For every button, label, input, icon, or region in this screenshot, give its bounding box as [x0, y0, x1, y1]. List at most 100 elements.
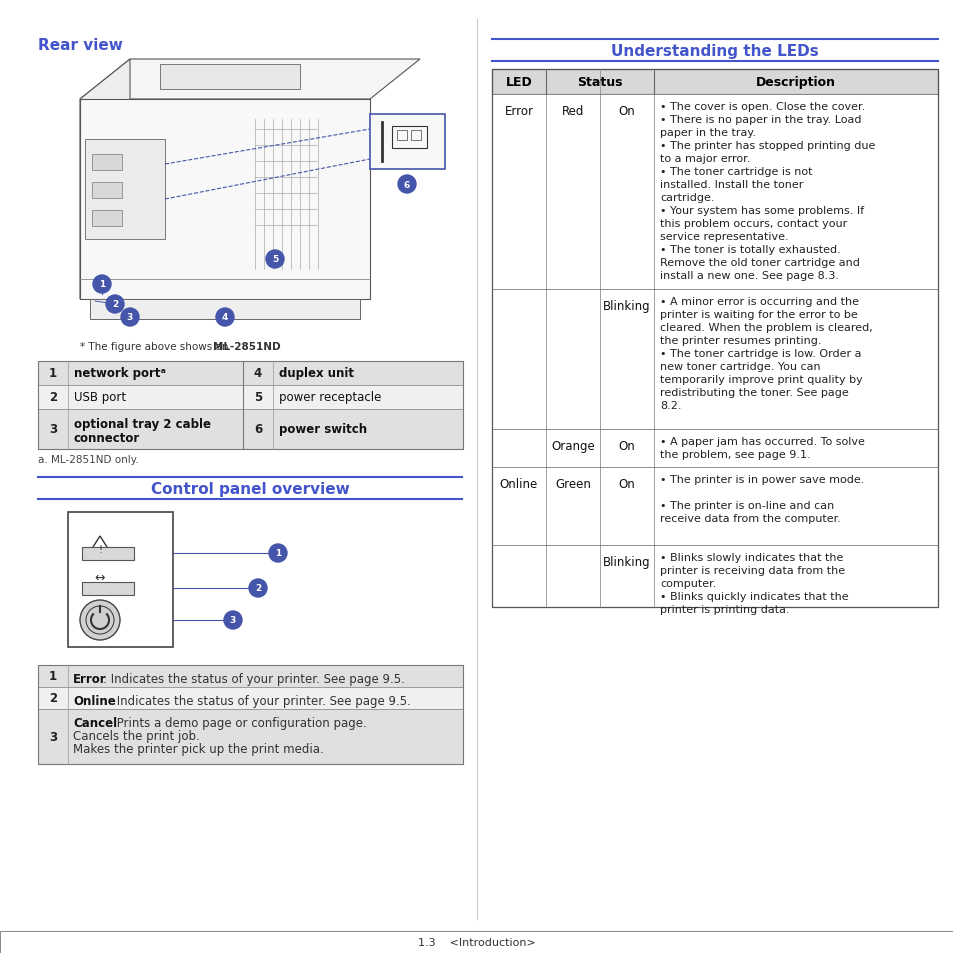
Text: connector: connector [74, 432, 140, 444]
Text: power receptacle: power receptacle [278, 391, 381, 404]
Circle shape [215, 309, 233, 327]
Polygon shape [80, 60, 130, 299]
Bar [492, 70, 937, 607]
Text: Green: Green [555, 477, 590, 491]
Bar [91, 183, 122, 199]
Bar [492, 70, 937, 95]
Text: new toner cartridge. You can: new toner cartridge. You can [659, 361, 820, 372]
Text: cleared. When the problem is cleared,: cleared. When the problem is cleared, [659, 323, 872, 333]
Bar [38, 386, 243, 410]
Text: service representative.: service representative. [659, 232, 788, 242]
Bar [38, 410, 243, 450]
Text: : Prints a demo page or configuration page.: : Prints a demo page or configuration pa… [109, 717, 366, 729]
Text: Remove the old toner cartridge and: Remove the old toner cartridge and [659, 257, 859, 268]
Text: 2: 2 [112, 300, 118, 309]
Text: • Blinks slowly indicates that the: • Blinks slowly indicates that the [659, 553, 842, 562]
Bar [82, 547, 133, 560]
Text: redistributing the toner. See page: redistributing the toner. See page [659, 388, 848, 397]
Text: On: On [618, 439, 635, 453]
Text: • The printer is in power save mode.: • The printer is in power save mode. [659, 475, 863, 484]
Bar [90, 299, 359, 319]
Text: network portᵃ: network portᵃ [74, 367, 166, 380]
Text: paper in the tray.: paper in the tray. [659, 128, 755, 138]
Text: receive data from the computer.: receive data from the computer. [659, 514, 840, 523]
Text: Makes the printer pick up the print media.: Makes the printer pick up the print medi… [73, 742, 323, 755]
Bar [38, 665, 462, 764]
Text: : Indicates the status of your printer. See page 9.5.: : Indicates the status of your printer. … [103, 672, 404, 685]
Text: Understanding the LEDs: Understanding the LEDs [611, 44, 818, 59]
Text: LED: LED [505, 76, 532, 89]
Text: Red: Red [561, 105, 583, 118]
Text: • There is no paper in the tray. Load: • There is no paper in the tray. Load [659, 115, 861, 125]
Text: printer is waiting for the error to be: printer is waiting for the error to be [659, 310, 857, 319]
Bar [85, 140, 165, 240]
Text: to a major error.: to a major error. [659, 153, 750, 164]
Text: duplex unit: duplex unit [278, 367, 354, 380]
Text: • The toner is totally exhausted.: • The toner is totally exhausted. [659, 245, 840, 254]
Bar [68, 513, 172, 647]
Text: • A minor error is occurring and the: • A minor error is occurring and the [659, 296, 858, 307]
Bar [492, 545, 937, 607]
Text: • A paper jam has occurred. To solve: • A paper jam has occurred. To solve [659, 436, 864, 447]
Text: 8.2.: 8.2. [659, 400, 680, 411]
Text: • The printer is on-line and can: • The printer is on-line and can [659, 500, 833, 511]
Circle shape [269, 544, 287, 562]
Text: • The toner cartridge is not: • The toner cartridge is not [659, 167, 812, 177]
Text: 3: 3 [49, 423, 57, 436]
Circle shape [224, 612, 242, 629]
Bar [396, 131, 407, 141]
Text: • The cover is open. Close the cover.: • The cover is open. Close the cover. [659, 102, 864, 112]
Text: * The figure above shows an: * The figure above shows an [80, 341, 232, 352]
Text: 5: 5 [272, 255, 278, 264]
Text: .: . [269, 341, 273, 352]
Bar [370, 115, 444, 170]
Bar [243, 386, 462, 410]
Text: Cancel: Cancel [73, 717, 117, 729]
Text: 4: 4 [253, 367, 262, 380]
Text: 1: 1 [49, 670, 57, 682]
Circle shape [249, 579, 267, 598]
Bar [38, 361, 462, 450]
Polygon shape [80, 60, 419, 100]
Bar [492, 468, 937, 545]
Text: Description: Description [755, 76, 835, 89]
Text: installed. Install the toner: installed. Install the toner [659, 180, 802, 190]
Text: 6: 6 [253, 423, 262, 436]
Circle shape [80, 600, 120, 640]
Text: Online: Online [73, 695, 115, 707]
Bar [91, 211, 122, 227]
Text: ↔: ↔ [94, 571, 105, 584]
Text: 2: 2 [49, 692, 57, 705]
Text: 5: 5 [253, 391, 262, 404]
Text: 1: 1 [49, 367, 57, 380]
Text: : Indicates the status of your printer. See page 9.5.: : Indicates the status of your printer. … [109, 695, 411, 707]
Text: computer.: computer. [659, 578, 716, 588]
Text: 6: 6 [403, 180, 410, 190]
Text: Online: Online [499, 477, 537, 491]
Bar [82, 582, 133, 596]
Bar [38, 687, 462, 709]
Text: 1: 1 [274, 549, 281, 558]
Text: Cancels the print job.: Cancels the print job. [73, 729, 199, 742]
Polygon shape [160, 65, 299, 90]
Text: • The printer has stopped printing due: • The printer has stopped printing due [659, 141, 875, 151]
Text: a. ML-2851ND only.: a. ML-2851ND only. [38, 455, 138, 464]
Circle shape [121, 309, 139, 327]
Bar [492, 290, 937, 430]
Bar [392, 127, 427, 149]
Bar [38, 361, 243, 386]
Text: this problem occurs, contact your: this problem occurs, contact your [659, 219, 846, 229]
Text: Blinking: Blinking [602, 556, 650, 568]
Text: Orange: Orange [551, 439, 595, 453]
Text: • Blinks quickly indicates that the: • Blinks quickly indicates that the [659, 592, 848, 601]
Bar [492, 95, 937, 290]
Text: printer is printing data.: printer is printing data. [659, 604, 789, 615]
Circle shape [397, 175, 416, 193]
Text: 2: 2 [49, 391, 57, 404]
Text: install a new one. See page 8.3.: install a new one. See page 8.3. [659, 271, 838, 281]
Text: ML-2851ND: ML-2851ND [213, 341, 280, 352]
Text: On: On [618, 105, 635, 118]
Text: 3: 3 [230, 616, 236, 625]
Text: Error: Error [73, 672, 107, 685]
Text: 1: 1 [99, 280, 105, 289]
